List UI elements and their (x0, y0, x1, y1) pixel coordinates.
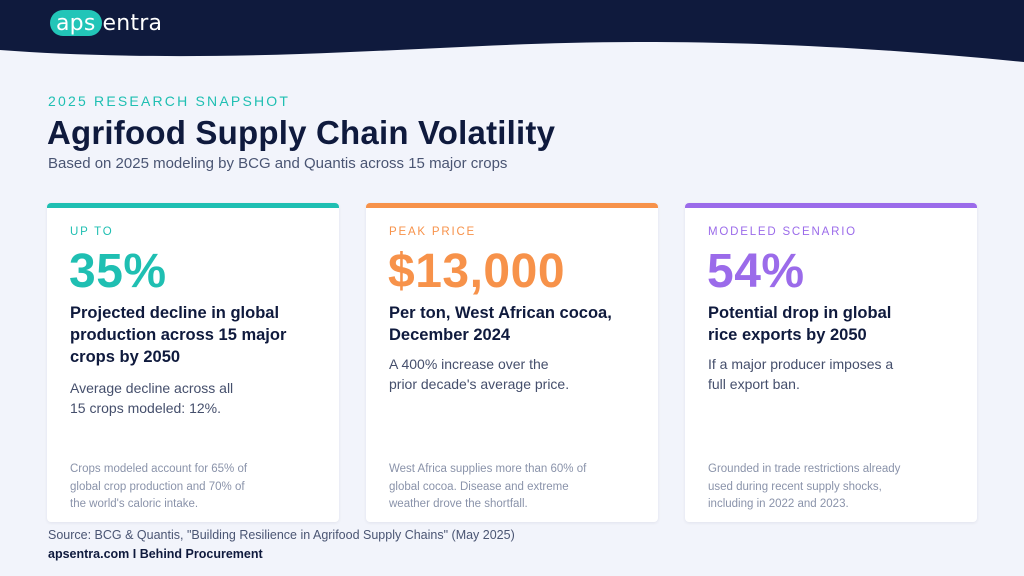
stat-card-rice: MODELED SCENARIO 54% Potential drop in g… (685, 203, 977, 522)
card-headline: Potential drop in global rice exports by… (708, 304, 892, 344)
card-description: Average decline across all 15 crops mode… (70, 380, 234, 416)
card-value: $13,000 (388, 245, 566, 298)
stat-card-production: UP TO 35% Projected decline in global pr… (47, 203, 339, 522)
card-description: A 400% increase over the prior decade's … (389, 356, 570, 392)
card-label: UP TO (70, 226, 114, 238)
card-accent-bar (685, 203, 977, 208)
card-value: 35% (69, 245, 167, 298)
card-footnote: Grounded in trade restrictions already u… (708, 463, 901, 510)
source-citation: Source: BCG & Quantis, "Building Resilie… (48, 528, 515, 542)
header-band (0, 0, 1024, 80)
card-label: MODELED SCENARIO (708, 226, 857, 238)
eyebrow-label: 2025 RESEARCH SNAPSHOT (48, 93, 291, 109)
card-value: 54% (707, 245, 805, 298)
header-wave (0, 0, 1024, 62)
brand-logo[interactable]: aps entra (50, 9, 162, 37)
logo-highlight: aps (50, 10, 102, 36)
card-headline: Per ton, West African cocoa, December 20… (389, 304, 612, 344)
card-footnote: Crops modeled account for 65% of global … (70, 463, 248, 510)
page-title: Agrifood Supply Chain Volatility (47, 114, 556, 151)
card-accent-bar (366, 203, 658, 208)
site-credit[interactable]: apsentra.com I Behind Procurement (48, 547, 263, 561)
page-subtitle: Based on 2025 modeling by BCG and Quanti… (48, 155, 508, 172)
card-accent-bar (47, 203, 339, 208)
stat-card-cocoa: PEAK PRICE $13,000 Per ton, West African… (366, 203, 658, 522)
card-footnote: West Africa supplies more than 60% of gl… (389, 463, 587, 510)
logo-wordmark: entra (102, 10, 163, 36)
card-label: PEAK PRICE (389, 226, 477, 238)
card-headline: Projected decline in global production a… (70, 304, 287, 366)
card-description: If a major producer imposes a full expor… (708, 356, 894, 392)
